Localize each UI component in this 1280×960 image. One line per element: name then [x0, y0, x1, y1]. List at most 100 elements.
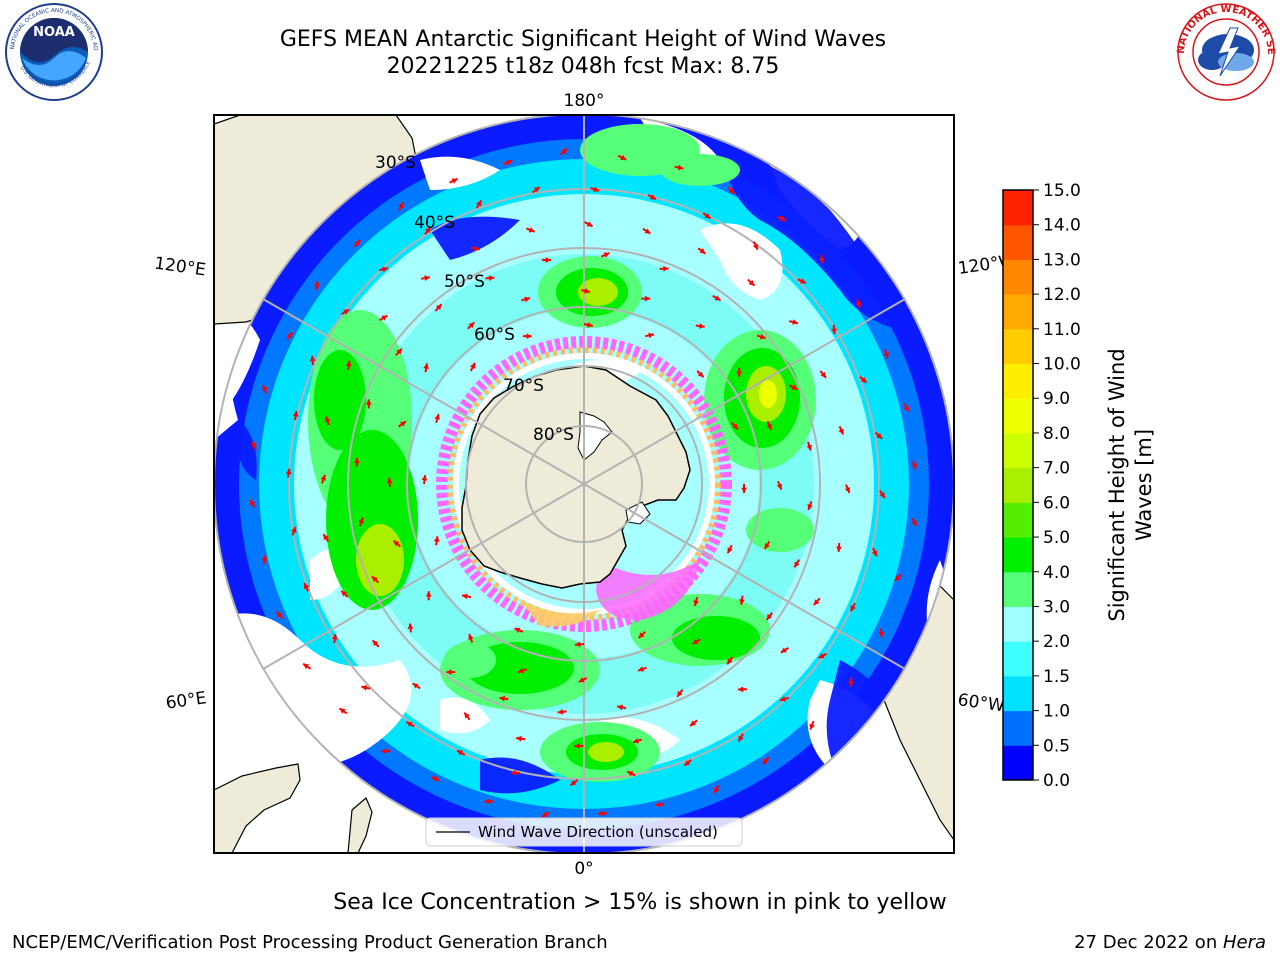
colorbar-segment	[1003, 641, 1033, 677]
colorbar-tick-label: 1.0	[1043, 702, 1070, 722]
colorbar-tick-label: 0.5	[1043, 736, 1070, 756]
colorbar-tick-label: 12.0	[1043, 285, 1081, 305]
wave-direction-arrowhead	[764, 543, 770, 550]
wave-direction-arrowhead	[903, 405, 909, 412]
wave-direction-arrowhead	[699, 323, 705, 329]
wave-direction-arrowhead	[692, 638, 699, 645]
colorbar-segment	[1003, 432, 1033, 469]
lat-label-50s: 50°S	[444, 272, 485, 292]
wave-direction-arrowhead	[800, 278, 807, 284]
wave-direction-arrowhead	[603, 252, 610, 258]
wave-direction-arrowhead	[776, 483, 783, 490]
colorbar-tick-label: 9.0	[1043, 389, 1070, 409]
wave-direction-arrowhead	[766, 423, 772, 430]
wave-direction-arrowhead	[421, 475, 428, 481]
map-frame	[213, 114, 955, 854]
wave-direction-arrowhead	[806, 444, 812, 451]
colorbar-segment	[1003, 675, 1033, 712]
wave-direction-arrowhead	[759, 333, 766, 340]
wave-direction-arrowhead	[836, 546, 842, 552]
wave-direction-arrowhead	[737, 686, 744, 693]
colorbar-tick-label: 8.0	[1043, 424, 1070, 444]
wave-direction-arrowhead	[499, 695, 506, 702]
wave-direction-arrowhead	[732, 423, 739, 430]
colorbar-tick-label: 10.0	[1043, 355, 1081, 375]
wave-direction-arrowhead	[794, 561, 800, 568]
wave-direction-arrowhead	[894, 575, 901, 581]
wave-direction-arrowhead	[433, 536, 440, 542]
wave-direction-arrowhead	[545, 257, 551, 263]
colorbar-label-line1: Significant Height of Wind	[1105, 348, 1129, 621]
colorbar-segment	[1003, 606, 1033, 642]
wave-direction-arrowhead	[697, 371, 704, 378]
noaa-logo-text: NOAA	[33, 25, 75, 40]
wave-direction-arrowhead	[741, 487, 747, 493]
wave-direction-arrowhead	[276, 611, 283, 618]
wave-direction-arrowhead	[736, 371, 743, 377]
madagascar-landmass	[347, 797, 373, 853]
wave-direction-arrowhead	[516, 735, 522, 742]
wave-direction-arrowhead	[809, 723, 815, 730]
wave-direction-arrowhead	[324, 416, 331, 423]
wave-direction-arrowhead	[251, 441, 258, 448]
wave-direction-arrowhead	[699, 248, 706, 254]
wave-direction-arrowhead	[457, 750, 464, 756]
wave-direction-arrowhead	[557, 708, 564, 715]
wave-direction-arrowhead	[381, 315, 388, 321]
wave-direction-arrowhead	[371, 576, 378, 583]
wave-direction-arrowhead	[638, 632, 645, 638]
wave-direction-arrowhead	[393, 540, 400, 547]
wave-direction-arrowhead	[287, 332, 293, 339]
colorbar-segment	[1003, 537, 1033, 573]
wave-direction-arrowhead	[476, 200, 482, 207]
colorbar-segment	[1003, 571, 1033, 607]
wave-direction-arrowhead	[593, 186, 600, 192]
wave-direction-arrowhead	[473, 245, 480, 252]
footer-credit: NCEP/EMC/Verification Post Processing Pr…	[12, 932, 608, 953]
wave-direction-arrowhead	[584, 288, 591, 294]
colorbar-tick-label: 6.0	[1043, 493, 1070, 513]
wave-direction-arrowhead	[425, 591, 432, 597]
colorbar-tick-label: 11.0	[1043, 320, 1081, 340]
wave-direction-arrowhead	[575, 641, 581, 648]
wave-direction-arrowhead	[727, 547, 733, 554]
lat-label-70s: 70°S	[503, 376, 544, 396]
colorbar-segment	[1003, 745, 1033, 781]
wave-direction-arrowhead	[291, 526, 297, 533]
wave-direction-arrowhead	[684, 760, 691, 766]
wave-direction-arrowhead	[663, 265, 669, 272]
lat-label-40s: 40°S	[414, 213, 455, 233]
wave-direction-arrowhead	[382, 266, 389, 273]
wave-direction-arrowhead	[911, 463, 917, 470]
wave-direction-arrowhead	[780, 647, 787, 653]
colorbar-tick-label: 14.0	[1043, 216, 1081, 236]
wave-direction-arrowhead	[574, 743, 580, 749]
wave-direction-arrowhead	[462, 593, 468, 600]
chart-subtitle: 20221225 t18z 048h fcst Max: 8.75	[386, 54, 780, 79]
wave-direction-arrowhead	[831, 328, 837, 334]
wave-direction-arrowhead	[818, 257, 825, 264]
wave-direction-arrowhead	[303, 583, 310, 590]
wave-direction-arrowhead	[412, 683, 419, 689]
wave-direction-arrowhead	[876, 433, 883, 439]
wave-direction-arrowhead	[813, 599, 820, 606]
wave-direction-arrowhead	[838, 428, 844, 435]
wave-direction-arrowhead	[645, 295, 651, 302]
footer-host: Hera	[1222, 932, 1266, 953]
wave-direction-arrowhead	[728, 187, 735, 194]
colorbar-segment	[1003, 294, 1033, 330]
wave-direction-arrowhead	[677, 690, 683, 697]
lon-label-60e: 60°E	[165, 688, 208, 713]
wave-direction-arrowhead	[818, 653, 825, 659]
colorbar-tick-label: 2.0	[1043, 632, 1070, 652]
colorbar-segment	[1003, 398, 1033, 434]
wave-direction-arrowhead	[468, 322, 475, 329]
wave-direction-arrowhead	[638, 666, 645, 672]
wave-direction-arrowhead	[704, 212, 711, 219]
wave-direction-arrowhead	[309, 355, 316, 362]
wave-direction-arrowhead	[878, 631, 885, 638]
wave-direction-arrowhead	[431, 776, 438, 782]
wave-direction-arrowhead	[766, 613, 773, 620]
wave-direction-arrowhead	[738, 735, 744, 742]
